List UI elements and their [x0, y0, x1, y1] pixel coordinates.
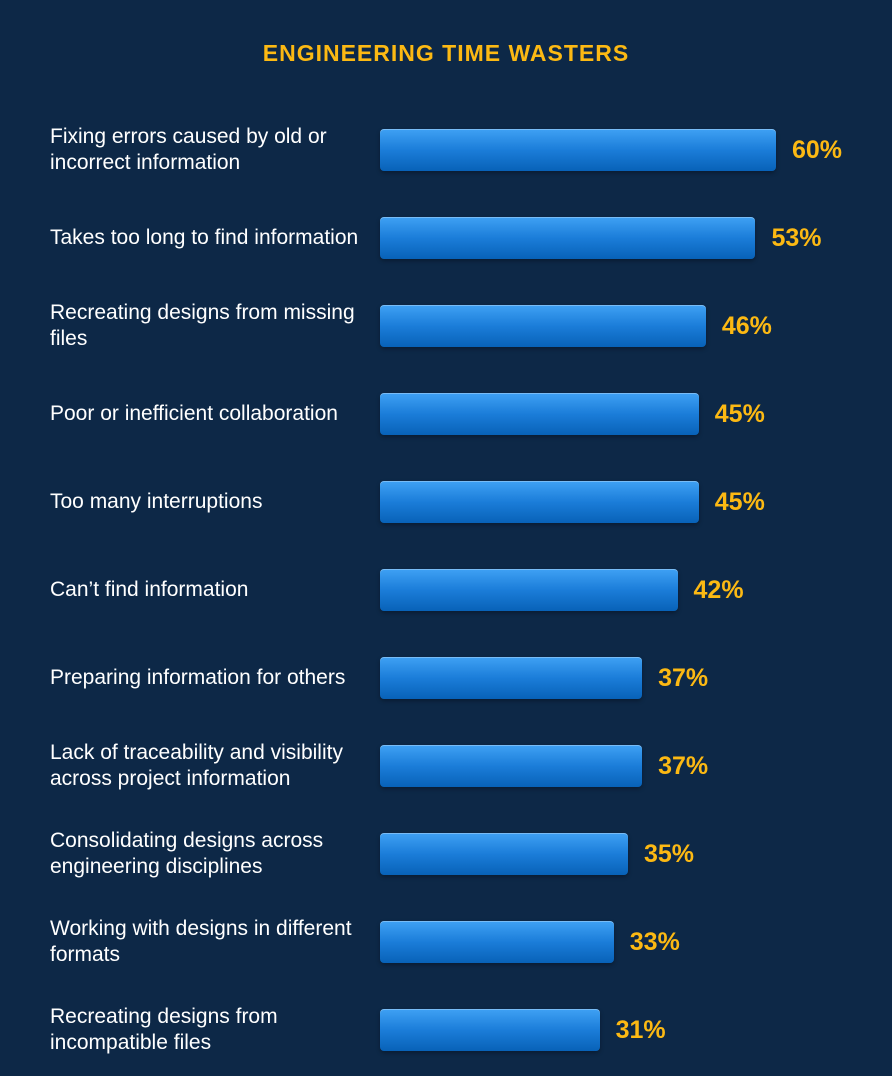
bar-area: 53% — [380, 217, 842, 259]
chart-row: Poor or inefficient collaboration 45% — [50, 386, 842, 442]
chart-row: Takes too long to find information 53% — [50, 210, 842, 266]
bar — [380, 217, 755, 259]
bar — [380, 569, 678, 611]
chart-row: Preparing information for others 37% — [50, 650, 842, 706]
bar-area: 37% — [380, 745, 842, 787]
chart-row: Can’t find information 42% — [50, 562, 842, 618]
bar-area: 37% — [380, 657, 842, 699]
row-label: Consolidating designs across engineering… — [50, 828, 380, 881]
chart-row: Working with designs in different format… — [50, 914, 842, 970]
bar-value: 35% — [644, 840, 694, 869]
chart-row: Fixing errors caused by old or incorrect… — [50, 122, 842, 178]
chart-row: Lack of traceability and visibility acro… — [50, 738, 842, 794]
chart-row: Recreating designs from missing files 46% — [50, 298, 842, 354]
bar-area: 33% — [380, 921, 842, 963]
bar-value: 33% — [630, 928, 680, 957]
bar — [380, 657, 642, 699]
bar — [380, 833, 628, 875]
bar-value: 45% — [715, 400, 765, 429]
row-label: Preparing information for others — [50, 665, 380, 691]
bar-value: 46% — [722, 312, 772, 341]
bar-value: 45% — [715, 488, 765, 517]
row-label: Working with designs in different format… — [50, 916, 380, 969]
chart-rows: Fixing errors caused by old or incorrect… — [50, 122, 842, 1058]
chart-row: Recreating designs from incompatible fil… — [50, 1002, 842, 1058]
chart-title: ENGINEERING TIME WASTERS — [50, 40, 842, 67]
bar — [380, 1009, 600, 1051]
bar — [380, 305, 706, 347]
row-label: Too many interruptions — [50, 489, 380, 515]
bar — [380, 481, 699, 523]
bar — [380, 921, 614, 963]
bar-area: 46% — [380, 305, 842, 347]
bar-value: 31% — [616, 1016, 666, 1045]
chart-row: Consolidating designs across engineering… — [50, 826, 842, 882]
chart-row: Too many interruptions 45% — [50, 474, 842, 530]
bar-area: 31% — [380, 1009, 842, 1051]
bar — [380, 129, 776, 171]
bar-value: 53% — [771, 224, 821, 253]
bar-area: 42% — [380, 569, 842, 611]
row-label: Can’t find information — [50, 577, 380, 603]
bar — [380, 745, 642, 787]
bar — [380, 393, 699, 435]
bar-area: 45% — [380, 481, 842, 523]
bar-area: 35% — [380, 833, 842, 875]
bar-area: 45% — [380, 393, 842, 435]
row-label: Recreating designs from incompatible fil… — [50, 1004, 380, 1057]
bar-value: 42% — [694, 576, 744, 605]
row-label: Takes too long to find information — [50, 225, 380, 251]
row-label: Recreating designs from missing files — [50, 300, 380, 353]
row-label: Fixing errors caused by old or incorrect… — [50, 124, 380, 177]
bar-area: 60% — [380, 129, 842, 171]
row-label: Poor or inefficient collaboration — [50, 401, 380, 427]
bar-value: 37% — [658, 664, 708, 693]
bar-value: 60% — [792, 136, 842, 165]
row-label: Lack of traceability and visibility acro… — [50, 740, 380, 793]
bar-value: 37% — [658, 752, 708, 781]
